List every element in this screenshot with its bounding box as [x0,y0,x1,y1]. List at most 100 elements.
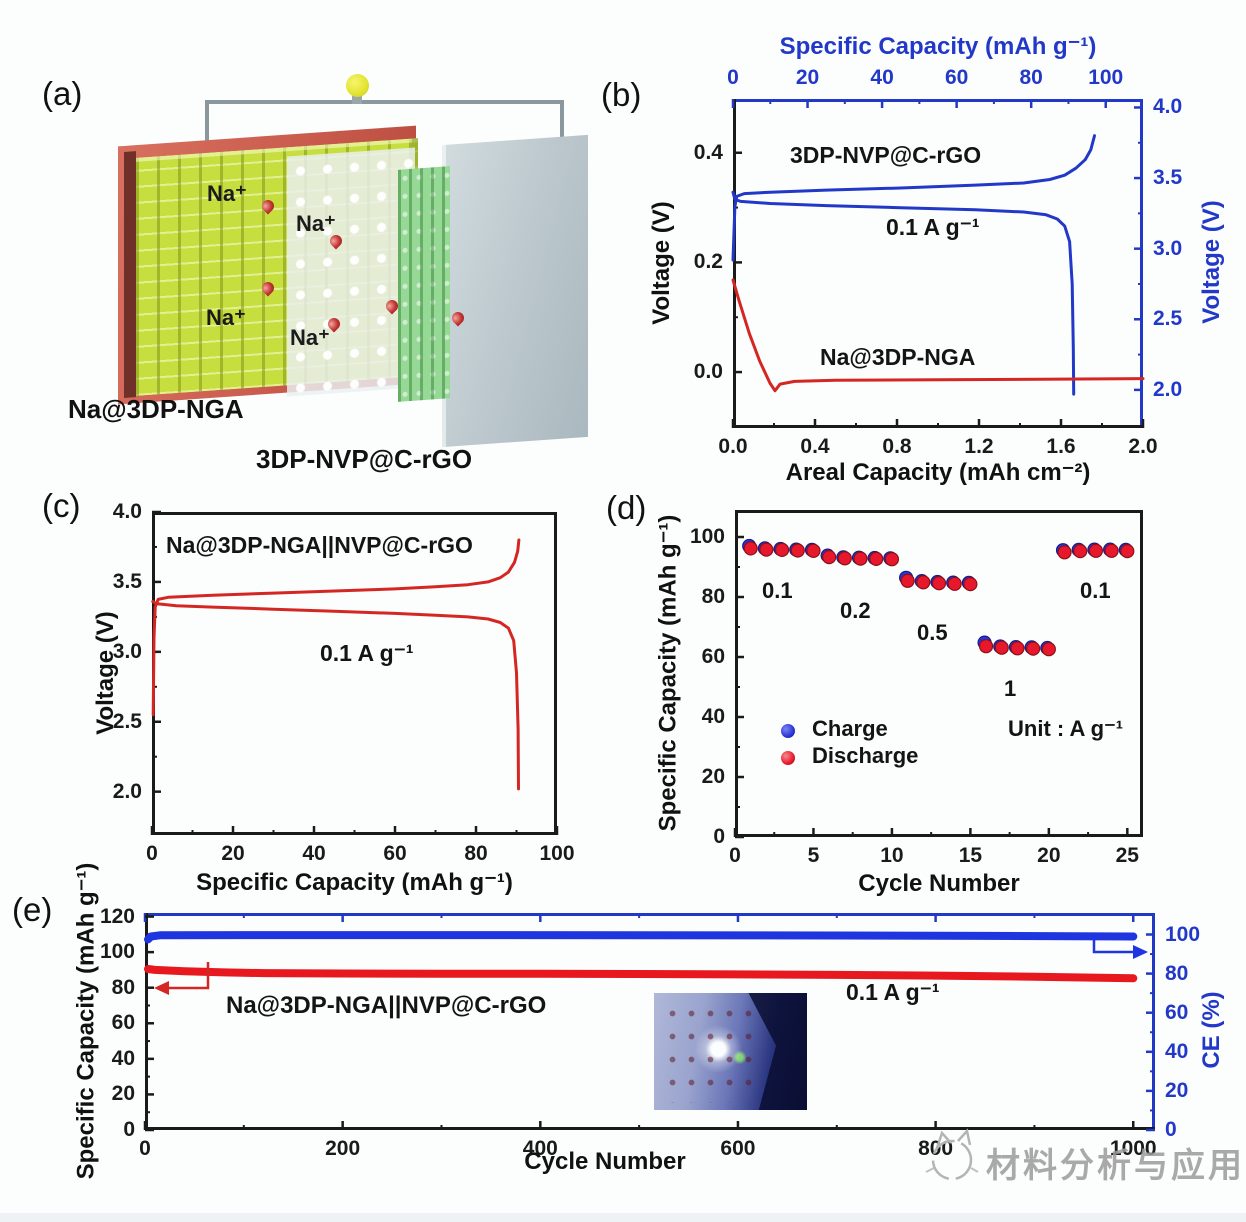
tick-label: 0 [729,844,741,867]
anode-label: Na@3DP-NGA [68,394,244,424]
tick-label: 5 [807,844,820,867]
tick-label: 80 [1165,961,1189,985]
chart-c-svg [150,510,559,835]
series-NVP-charge [731,134,1096,262]
point-Discharge [837,551,852,566]
tick-label: 4.0 [1153,95,1183,119]
tick-label: 2.5 [1153,307,1183,331]
tick-label: 100 [1165,922,1201,946]
tick-label: 0 [713,825,725,848]
point-Discharge [1057,545,1072,560]
point-Discharge [884,552,900,567]
tick-label: 4.0 [112,500,142,523]
tick-label: 100 [1088,66,1124,89]
point-Discharge [1010,641,1025,656]
charge-legend-label: Charge [812,716,888,741]
tick-label: 20 [1037,844,1061,867]
panel-e-rate-annotation: 0.1 A g⁻¹ [846,979,940,1005]
panel-c-rate-annotation: 0.1 A g⁻¹ [320,640,414,666]
series-full-cell-charge [151,538,521,717]
tick-label: 80 [464,842,488,865]
point-Discharge [743,541,758,556]
tick-label: 20 [221,842,245,865]
bulb-base [352,94,362,104]
tick-label: 2.0 [1153,377,1183,401]
sodium-ion-label: Na⁺ [206,305,246,330]
series-discharge-capacity [144,965,1138,983]
point-Discharge [1073,543,1088,559]
panel-d-x-axis-title: Cycle Number [858,870,1020,897]
point-Discharge [774,542,790,558]
point-Discharge [853,551,868,566]
tick-label: 0 [123,1118,135,1141]
rate-label-0.1: 0.1 [762,578,793,603]
tick-label: 0.8 [882,435,912,458]
light-bulb-icon [346,74,369,97]
tick-label: 2.0 [1128,435,1158,458]
point-Discharge [963,576,978,592]
tick-label: 2.0 [112,779,142,803]
chart-e-plot-area: 0 200 400 600 800 1000 0 20 40 60 80 100 120 0 20 40 60 8… [100,905,1200,1160]
panel-b-cathode-annotation: 3DP-NVP@C-rGO [790,142,982,168]
panel-c-cell-annotation: Na@3DP-NGA||NVP@C-rGO [166,532,473,558]
capacity-axis-arrow [154,962,210,995]
tick-label: 1.2 [964,435,994,458]
tick-label: 20 [795,66,820,89]
point-Discharge [1120,543,1135,559]
point-Discharge [1026,641,1041,656]
series-NVP-discharge [731,190,1076,396]
panel-e-letter: (e) [12,891,53,928]
panel-e-right-axis-title: CE (%) [1198,991,1225,1069]
series-coulombic-efficiency [144,931,1138,944]
tick-label: 400 [522,1137,558,1160]
point-Discharge [822,549,837,565]
point-Discharge [759,542,774,557]
tick-label: 15 [958,844,983,867]
tick-label: 3.0 [1153,236,1183,260]
panel-b-top-axis-title: Specific Capacity (mAh g⁻¹) [779,33,1097,60]
panel-e-cell-annotation: Na@3DP-NGA||NVP@C-rGO [226,992,547,1019]
photo-pattern-rows [663,1002,752,1103]
tick-label: 40 [302,842,326,865]
plate-inner-edge [124,151,136,398]
tick-label: 1.6 [1046,435,1076,458]
cathode-label: 3DP-NVP@C-rGO [256,444,473,474]
panel-b-rate-annotation: 0.1 A g⁻¹ [886,214,980,240]
tick-label: 0 [139,1137,151,1160]
tick-label: 0 [727,66,739,89]
point-Discharge [869,551,884,567]
tick-label: 0.4 [800,435,830,458]
watermark-text: 材料分析与应用 [986,1147,1245,1185]
sodium-ion-label: Na⁺ [207,181,247,206]
cathode-current-collector-plate [442,134,588,448]
tick-label: 20 [701,765,725,788]
tick-label: 10 [880,844,904,867]
tick-label: 25 [1115,844,1139,867]
separator-membrane [287,147,415,397]
rate-label-0.2: 0.2 [840,598,871,623]
panel-a-schematic: Na⁺ Na⁺ Na⁺ Na⁺ Na@3DP-NGA 3DP-NVP@C-rGO [0,0,620,480]
panel-d-letter: (d) [606,489,647,526]
tick-label: 3.0 [112,639,142,663]
panel-a-letter: (a) [42,75,83,112]
chart-d-plot-area: 0 5 10 15 20 25 0 20 40 60 80 100 [690,510,1143,867]
chart-c-plot-area: 0 20 40 60 80 100 2.0 2.5 3.0 3.5 4.0 [113,500,575,865]
point-Discharge [1041,642,1056,657]
tick-label: 120 [99,904,135,928]
ce-axis-arrow [1092,936,1148,959]
tick-label: 0.4 [693,140,723,164]
sodium-ion-label: Na⁺ [290,325,330,350]
tick-label: 600 [720,1137,756,1160]
point-Discharge [916,575,931,590]
led-demo-photo [654,993,807,1110]
sodium-ion-label: Na⁺ [296,211,336,236]
tick-label: 60 [111,1011,135,1035]
tick-label: 200 [325,1137,361,1160]
tick-label: 60 [701,645,725,668]
rate-label-1: 1 [1004,676,1017,701]
panel-c-letter: (c) [42,487,81,524]
tick-label: 0 [1165,1118,1177,1141]
tick-label: 40 [870,66,894,89]
tick-label: 60 [944,66,969,89]
tick-label: 3.5 [112,569,142,593]
